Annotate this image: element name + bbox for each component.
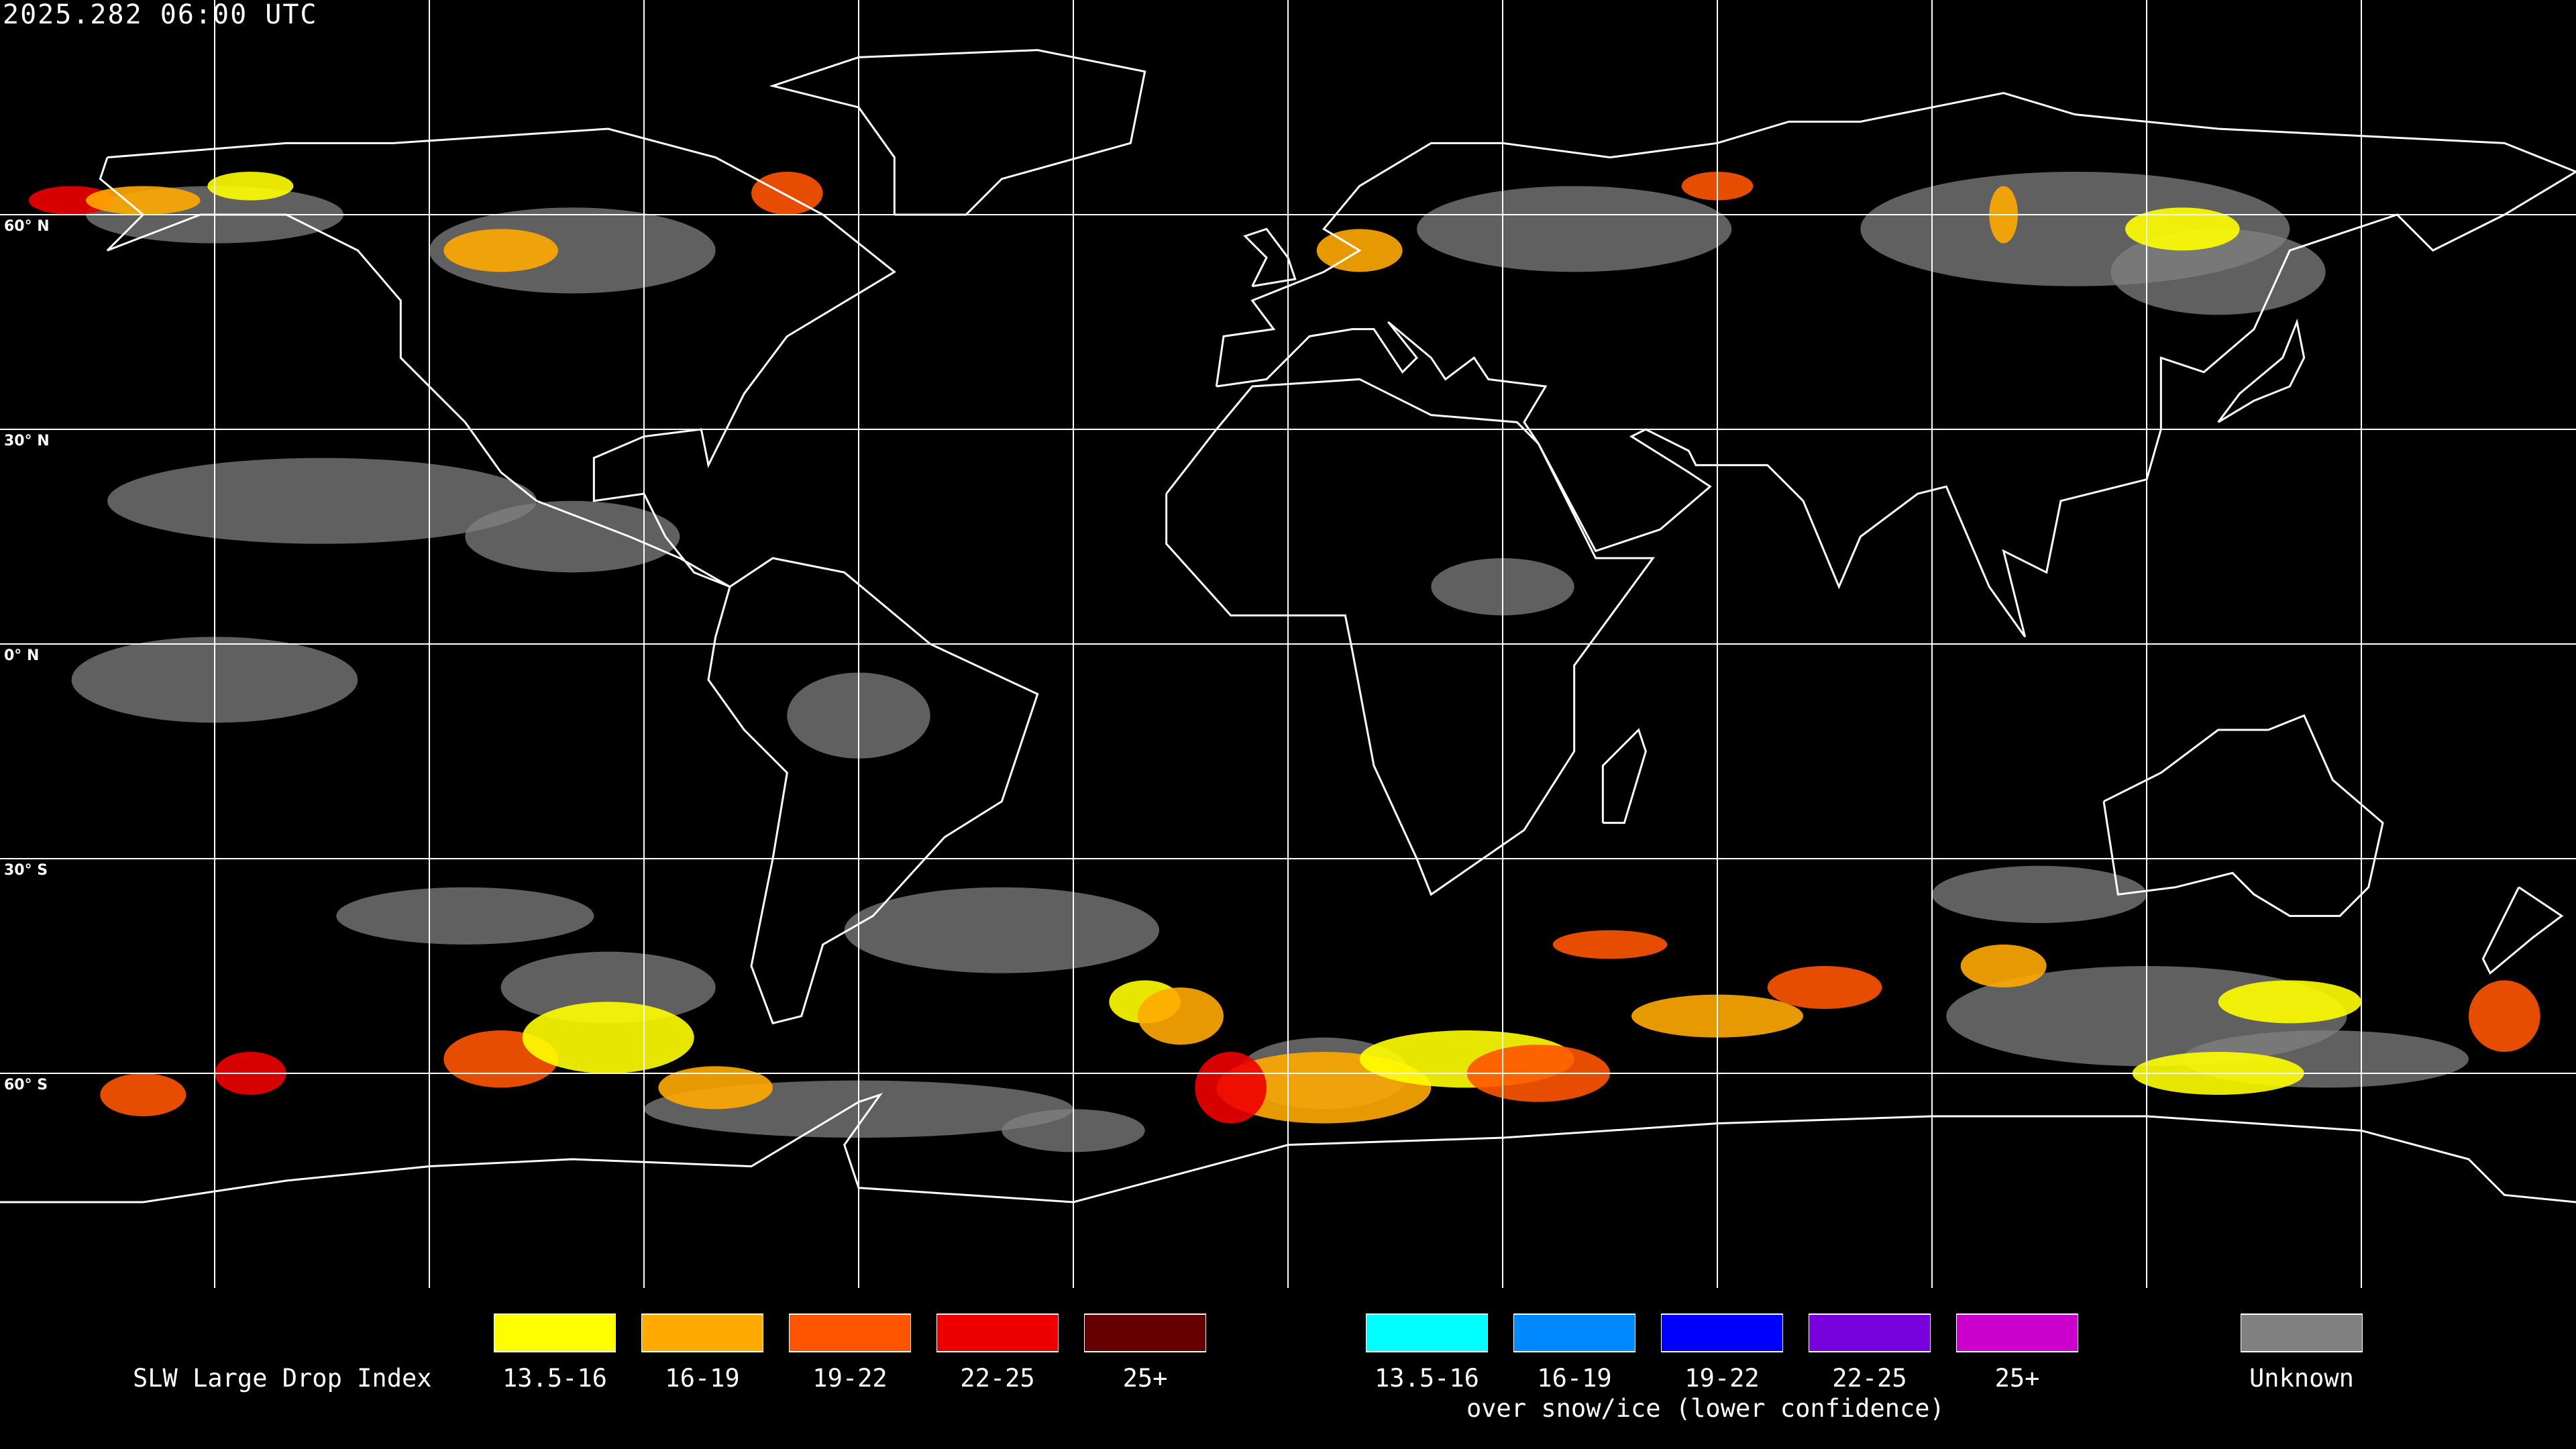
coastline-eurasia	[1215, 92, 2576, 638]
cloud-unknown-region	[500, 951, 716, 1024]
lat-label-30s: 30° S	[4, 862, 48, 879]
slw-region	[1767, 965, 1882, 1010]
lat-label-60s: 60° S	[4, 1077, 48, 1093]
coastline-north-america	[99, 127, 896, 588]
cloud-unknown-region	[336, 887, 594, 945]
slw-region	[28, 186, 115, 215]
lat-label-60n: 60° N	[4, 218, 50, 235]
legend-snow-ice-label: 25+	[1994, 1364, 2040, 1393]
legend-snow-ice-label: 16-19	[1537, 1364, 1612, 1393]
lat-lon-grid	[0, 0, 2576, 1288]
coastline-new-zealand	[2481, 886, 2564, 975]
coastline-south-america	[707, 557, 1039, 1025]
legend-title: SLW Large Drop Index	[133, 1364, 432, 1393]
cloud-unknown-region	[1931, 865, 2147, 924]
cloud-unknown-region	[844, 887, 1160, 973]
lat-label-0n: 0° N	[4, 647, 40, 664]
satellite-map	[0, 0, 2576, 1288]
snow-ice-caption: over snow/ice (lower confidence)	[1466, 1394, 1945, 1423]
coastline-greenland	[769, 49, 1146, 216]
coastline-madagascar	[1601, 728, 1647, 824]
legend-primary-label: 19-22	[812, 1364, 888, 1393]
legend-primary-label: 22-25	[960, 1364, 1035, 1393]
coastlines	[0, 49, 2576, 1203]
slw-region	[2468, 980, 2540, 1053]
slw-region	[658, 1066, 773, 1110]
slw-region	[100, 1073, 186, 1117]
slw-region	[2218, 980, 2362, 1024]
slw-region	[1960, 944, 2047, 988]
cloud-unknown-region	[2110, 229, 2326, 315]
slw-region	[1137, 987, 1224, 1045]
slw-region	[1552, 930, 1668, 959]
slw-region	[2125, 207, 2240, 251]
legend-unknown-label: Unknown	[2249, 1364, 2354, 1393]
coastline-japan	[2217, 318, 2306, 423]
slw-region	[751, 171, 823, 215]
lat-label-30n: 30° N	[4, 433, 50, 449]
legend-primary-label: 25+	[1122, 1364, 1168, 1393]
legend: SLW Large Drop Index 13.5-16 16-19 19-22 22…	[0, 1288, 2576, 1449]
legend-primary-label: 13.5-16	[502, 1364, 607, 1393]
legend-primary-label: 16-19	[665, 1364, 740, 1393]
legend-primary-swatch	[789, 1313, 911, 1352]
legend-primary-swatch	[494, 1313, 616, 1352]
legend-snow-ice-swatch	[1366, 1313, 1488, 1352]
slw-region	[85, 186, 201, 215]
legend-snow-ice-swatch	[1661, 1313, 1783, 1352]
legend-snow-ice-swatch	[1513, 1313, 1635, 1352]
legend-snow-ice-swatch	[1809, 1313, 1931, 1352]
cloud-unknown-region	[465, 500, 680, 573]
legend-snow-ice-label: 19-22	[1684, 1364, 1760, 1393]
legend-primary-swatch	[641, 1313, 763, 1352]
timestamp: 2025.282 06:00 UTC	[3, 0, 318, 30]
coastline-uk	[1243, 227, 1297, 288]
slw-region	[207, 171, 294, 201]
legend-primary-swatch	[936, 1313, 1059, 1352]
legend-unknown-swatch	[2241, 1313, 2363, 1352]
slw-region	[443, 229, 559, 272]
legend-primary-swatch	[1084, 1313, 1206, 1352]
coastline-antarctica	[0, 1093, 2576, 1203]
legend-snow-ice-label: 13.5-16	[1375, 1364, 1479, 1393]
slw-region	[1195, 1051, 1267, 1124]
slw-region	[522, 1002, 694, 1074]
legend-snow-ice-label: 22-25	[1832, 1364, 1907, 1393]
coastline-australia	[2102, 714, 2384, 917]
legend-snow-ice-swatch	[1956, 1313, 2078, 1352]
coastline-africa	[1165, 378, 1655, 896]
cloud-unknown-region	[1416, 186, 1732, 272]
